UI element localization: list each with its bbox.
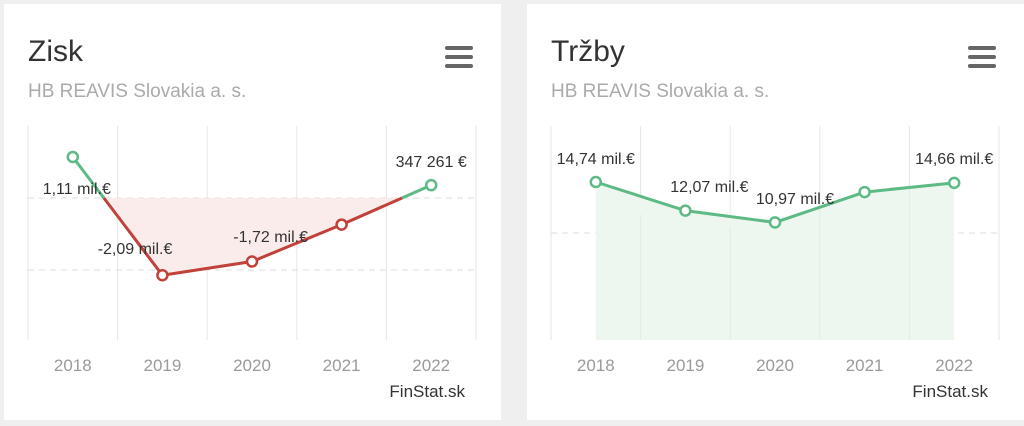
chart-credit[interactable]: FinStat.sk bbox=[912, 382, 988, 401]
data-label: 1,11 mil.€ bbox=[43, 181, 111, 198]
data-point bbox=[947, 176, 961, 190]
data-label: -1,72 mil.€ bbox=[233, 229, 308, 246]
revenue-chart-card: Tržby HB REAVIS Slovakia a. s. 2018 2019 2… bbox=[527, 4, 1024, 420]
chart-credit[interactable]: FinStat.sk bbox=[389, 382, 465, 401]
x-tick-label: 2019 bbox=[666, 356, 704, 375]
data-label: 10,97 mil.€ bbox=[756, 191, 834, 208]
negative-area bbox=[103, 198, 403, 276]
series-area bbox=[595, 182, 955, 340]
x-tick-label: 2022 bbox=[412, 356, 450, 375]
revenue-area-chart: 2018 2019 2020 2021 2022 14,74 mil.€ 12,07 mil… bbox=[550, 126, 1000, 375]
data-point bbox=[858, 185, 871, 199]
chart-subtitle: HB REAVIS Slovakia a. s. bbox=[28, 81, 247, 102]
data-point bbox=[424, 178, 438, 192]
series-line-positive bbox=[71, 156, 106, 199]
data-point bbox=[245, 255, 259, 268]
data-point bbox=[679, 204, 692, 217]
data-point bbox=[156, 268, 169, 282]
hamburger-menu-icon[interactable] bbox=[968, 46, 996, 68]
x-tick-label: 2019 bbox=[143, 356, 181, 375]
data-point bbox=[589, 175, 603, 189]
data-label: -2,09 mil.€ bbox=[98, 241, 173, 258]
data-label: 14,74 mil.€ bbox=[557, 151, 635, 168]
hamburger-menu-icon[interactable] bbox=[445, 46, 473, 68]
data-label: 347 261 € bbox=[396, 154, 467, 171]
data-point bbox=[335, 218, 348, 231]
data-label: 14,66 mil.€ bbox=[915, 151, 993, 168]
profit-chart-card: Zisk HB REAVIS Slovakia a. s. 2018 2019 20… bbox=[4, 4, 501, 420]
x-tick-label: 2020 bbox=[233, 356, 271, 375]
x-tick-label: 2021 bbox=[323, 356, 361, 375]
x-tick-label: 2018 bbox=[54, 356, 92, 375]
x-tick-label: 2020 bbox=[756, 356, 794, 375]
chart-subtitle: HB REAVIS Slovakia a. s. bbox=[551, 81, 770, 102]
data-label: 12,07 mil.€ bbox=[670, 179, 748, 196]
chart-title: Tržby bbox=[551, 35, 625, 68]
x-tick-label: 2021 bbox=[846, 356, 884, 375]
x-tick-label: 2018 bbox=[577, 356, 615, 375]
data-point bbox=[768, 216, 782, 229]
x-tick-label: 2022 bbox=[935, 356, 973, 375]
chart-title: Zisk bbox=[28, 35, 83, 68]
profit-line-chart: 2018 2019 2020 2021 2022 1,11 mil.€ -2,09 mil.… bbox=[27, 126, 477, 375]
data-point bbox=[66, 150, 80, 164]
